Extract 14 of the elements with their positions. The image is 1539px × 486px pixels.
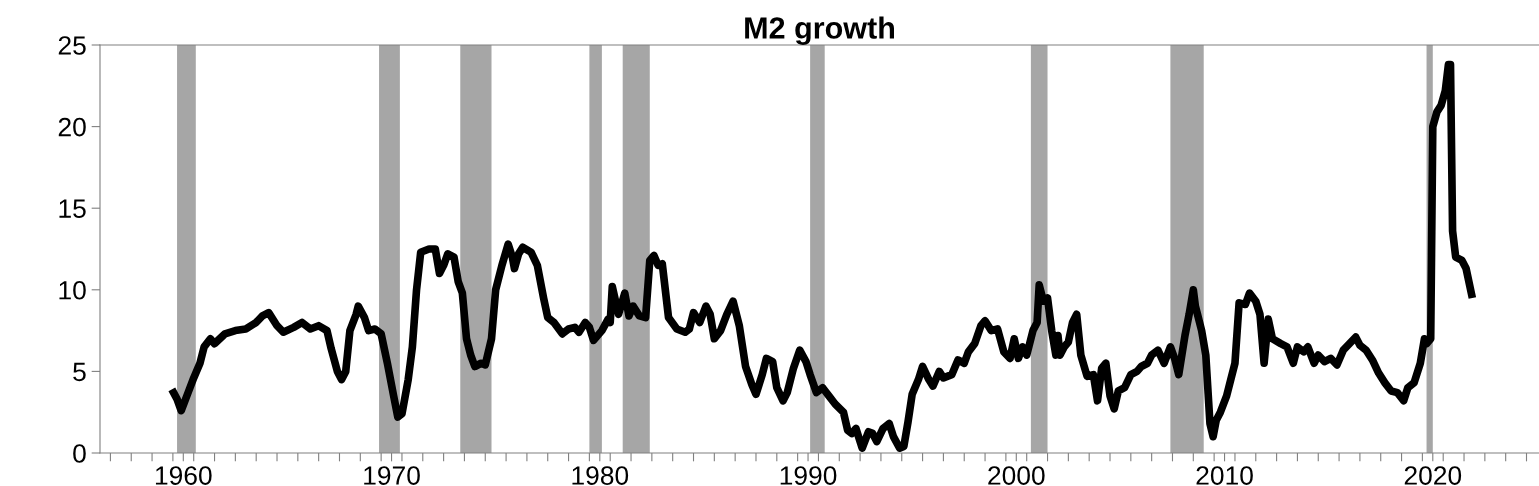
x-tick-label: 1960 bbox=[155, 466, 212, 485]
y-tick-label: 0 bbox=[73, 444, 86, 463]
y-tick-label: 15 bbox=[59, 199, 86, 219]
y-tick-label: 25 bbox=[58, 36, 86, 55]
x-tick-label: 1980 bbox=[572, 466, 629, 485]
y-tick-label: 5 bbox=[73, 362, 86, 382]
x-tick-label: 1990 bbox=[780, 466, 837, 485]
y-tick-label: 10 bbox=[59, 280, 86, 300]
x-tick-label: 1970 bbox=[364, 466, 420, 485]
chart-title: M2 growth bbox=[745, 16, 894, 45]
x-tick-label: 2000 bbox=[988, 466, 1045, 485]
x-tick-label: 2010 bbox=[1196, 466, 1253, 485]
y-tick-label: 20 bbox=[58, 117, 86, 137]
x-tick-label: 2020 bbox=[1404, 466, 1462, 485]
